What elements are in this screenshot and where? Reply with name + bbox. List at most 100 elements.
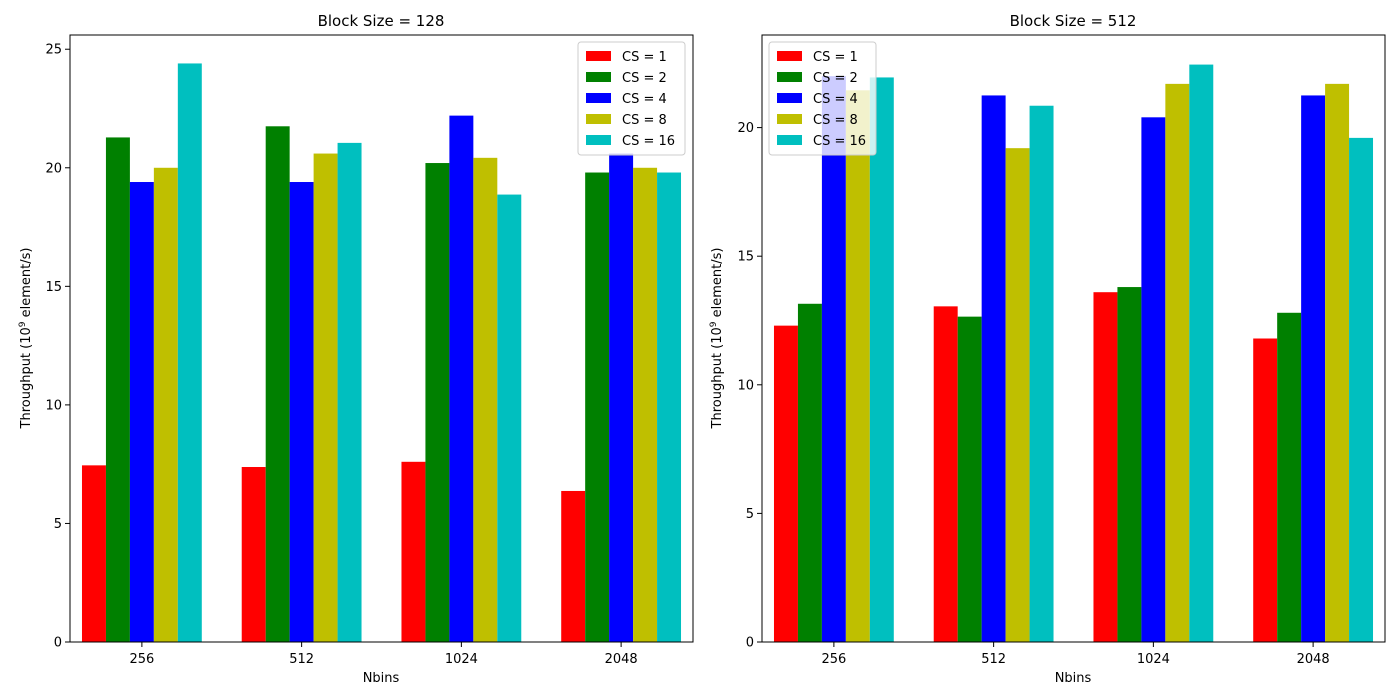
bar-cs1-1024 [401, 461, 426, 642]
x-tick-label: 512 [981, 652, 1006, 667]
y-tick-label: 5 [54, 517, 62, 532]
y-tick-label: 0 [746, 636, 754, 651]
y-tick-label: 5 [746, 507, 754, 522]
bar-cs4-512 [289, 182, 314, 642]
legend-swatch [777, 72, 802, 82]
x-ticks-group: 256 512 1024 2048 [821, 642, 1330, 667]
bar-cs2-1024 [425, 163, 450, 643]
bar-cs1-512 [933, 306, 958, 642]
bar-cs4-1024 [1141, 117, 1166, 642]
bar-cs8-1024 [473, 157, 498, 642]
y-tick-label: 15 [45, 280, 62, 295]
chart-title: Block Size = 512 [1010, 12, 1137, 30]
bar-cs8-256 [153, 167, 178, 642]
legend-swatch [777, 135, 802, 145]
legend-box [577, 41, 686, 156]
y-axis-label-tail: element/s) [19, 248, 34, 322]
bar-cs4-256 [129, 182, 154, 642]
legend-label: CS = 1 [622, 50, 667, 65]
legend-swatch [586, 72, 611, 82]
plot-frame [761, 34, 1386, 643]
y-axis-label: Throughput (109 element/s) [18, 248, 34, 430]
y-tick-label: 20 [45, 161, 62, 176]
bar-cs2-256 [105, 137, 130, 642]
bar-cs16-512 [337, 142, 362, 642]
y-axis-label-tail: element/s) [710, 248, 725, 322]
bar-cs2-512 [265, 126, 290, 643]
bars-group [81, 63, 682, 643]
y-tick-label: 10 [737, 378, 754, 393]
x-tick-label: 256 [129, 652, 154, 667]
bar-cs8-1024 [1165, 83, 1190, 643]
x-tick-label: 512 [289, 652, 314, 667]
bar-cs1-2048 [561, 490, 586, 642]
bar-cs16-256 [177, 63, 202, 642]
x-tick-label: 1024 [445, 652, 478, 667]
bar-cs1-2048 [1253, 338, 1278, 642]
legend-swatch [586, 51, 611, 61]
x-tick-label: 1024 [1137, 652, 1170, 667]
chart-title: Block Size = 128 [318, 12, 445, 30]
legend-swatch [586, 135, 611, 145]
legend-swatch [777, 114, 802, 124]
legend-swatch [777, 93, 802, 103]
legend-swatch [586, 114, 611, 124]
bar-cs16-256 [869, 77, 894, 642]
bar-cs8-2048 [633, 167, 658, 642]
legend-box [768, 41, 877, 156]
plot-frame [69, 34, 694, 643]
bar-cs1-512 [241, 467, 266, 642]
bar-cs4-256 [821, 76, 846, 642]
y-tick-label: 25 [45, 43, 62, 58]
chart-right-block-size-512: Block Size = 512 Nbins Throughput (109 e… [709, 12, 1386, 686]
bar-cs16-2048 [1349, 137, 1374, 642]
legend-label: CS = 16 [813, 134, 866, 149]
y-axis-label-exponent: 9 [18, 321, 28, 327]
x-ticks-group: 256 512 1024 2048 [129, 642, 638, 667]
bar-cs16-2048 [657, 172, 682, 642]
y-tick-label: 0 [54, 636, 62, 651]
legend-label: CS = 4 [622, 92, 667, 107]
y-axis-label-main: Throughput (10 [19, 327, 34, 429]
y-axis-label: Throughput (109 element/s) [709, 248, 725, 430]
y-axis-label-main: Throughput (10 [710, 327, 725, 429]
y-axis-label-exponent: 9 [709, 321, 719, 327]
bar-cs16-512 [1029, 105, 1054, 643]
y-tick-label: 20 [737, 121, 754, 136]
x-tick-label: 256 [821, 652, 846, 667]
bar-cs1-256 [81, 465, 106, 642]
legend-label: CS = 1 [813, 50, 858, 65]
legend-swatch [777, 51, 802, 61]
bar-cs1-256 [773, 325, 798, 642]
legend-swatch [586, 93, 611, 103]
y-tick-label: 15 [737, 250, 754, 265]
x-tick-label: 2048 [605, 652, 638, 667]
legend-label: CS = 8 [813, 113, 858, 128]
x-axis-label: Nbins [363, 671, 400, 686]
legend-label: CS = 2 [622, 71, 667, 86]
legend-label: CS = 4 [813, 92, 858, 107]
x-axis-label: Nbins [1055, 671, 1092, 686]
x-tick-label: 2048 [1297, 652, 1330, 667]
bar-cs8-512 [1005, 148, 1030, 643]
bar-cs8-512 [313, 153, 338, 643]
bar-cs2-2048 [585, 172, 610, 642]
bars-group [773, 64, 1374, 643]
bar-cs1-1024 [1093, 292, 1118, 642]
legend: CS = 1 CS = 2 CS = 4 CS = 8 CS = 16 [768, 41, 877, 156]
chart-left-block-size-128: Block Size = 128 Nbins Throughput (109 e… [18, 12, 694, 686]
bar-cs4-2048 [609, 153, 634, 643]
bar-cs2-256 [797, 303, 822, 642]
bar-cs2-1024 [1117, 287, 1142, 642]
legend-label: CS = 8 [622, 113, 667, 128]
bar-cs2-512 [957, 316, 982, 642]
bar-cs16-1024 [497, 194, 522, 642]
bar-cs2-2048 [1277, 312, 1302, 642]
y-ticks-group: 0 5 10 15 20 25 [45, 43, 70, 651]
legend-label: CS = 2 [813, 71, 858, 86]
bar-cs4-512 [981, 95, 1006, 642]
bar-cs8-2048 [1325, 83, 1350, 643]
bar-cs8-256 [845, 90, 870, 643]
bar-cs4-1024 [449, 115, 474, 643]
